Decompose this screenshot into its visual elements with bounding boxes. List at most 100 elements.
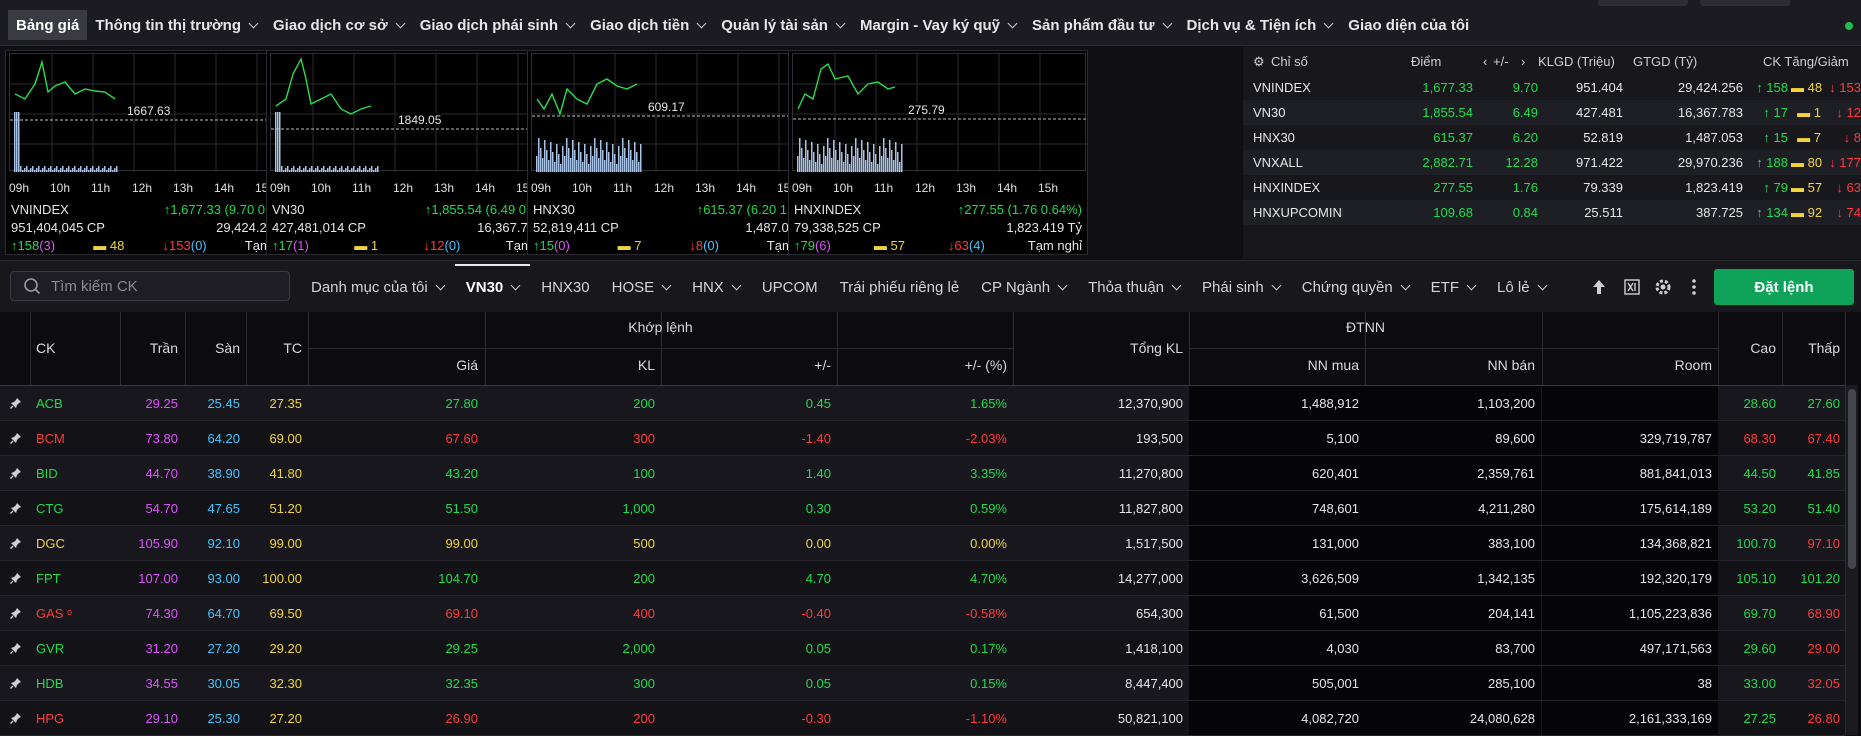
market-tab[interactable]: Trái phiếu riêng lẻ [829,261,971,313]
pin-icon[interactable] [10,572,22,584]
table-row[interactable]: HDB 34.55 30.05 32.30 32.35 300 0.05 0.15% 8,447… [0,666,1845,701]
index-panel[interactable]: 275.79 09h 10h 11h 12h 13h 14h 15h HNXINDEX ↑277.… [788,50,1088,255]
index-name[interactable]: VN30 [272,201,305,217]
index-row-2: 79,338,525 CP 1,823.419 Tỷ [794,219,1082,235]
market-tab[interactable]: Danh mục của tôi [300,261,455,313]
foreign-bg [1189,596,1365,630]
table-row[interactable]: BCM 73.80 64.20 69.00 67.60 300 -1.40 -2.03% 193… [0,421,1845,456]
volume-bar [369,168,371,172]
prev-arrow-icon[interactable]: ‹ [1483,54,1488,69]
ck-cell[interactable]: GVR [36,641,65,656]
scroll-top-icon[interactable] [1589,277,1609,297]
time-label: 14h [736,181,757,195]
market-tab[interactable]: ETF [1420,261,1486,313]
floor-count: (0) [703,237,719,253]
settings-icon[interactable]: ⚙ [1253,54,1265,69]
nav-item[interactable]: Sản phẩm đầu tư [1024,10,1179,40]
index-table-row[interactable]: VNXALL 2,882.71 12.28 971.422 29,970.236 ↑ 18… [1243,150,1861,175]
pin-icon[interactable] [10,432,22,444]
ck-cell[interactable]: DGC [36,536,65,551]
nav-item[interactable]: Giao dịch tiền [582,10,713,40]
volume-bar [895,142,897,172]
table-row[interactable]: GVR 31.20 27.20 29.20 29.25 2,000 0.05 0.17% 1,4… [0,631,1845,666]
gear-icon[interactable] [1653,277,1673,297]
pin-icon[interactable] [10,642,22,654]
ck-cell[interactable]: BID [36,466,58,481]
pin-icon[interactable] [10,712,22,724]
index-panel[interactable]: 1849.0509h10h11h12h13h14h15hVN30↑1,855.5… [266,50,566,255]
ck-cell[interactable]: FPT [36,571,61,586]
ck-cell[interactable]: ACB [36,396,63,411]
nn_sell-cell: 1,342,135 [1477,571,1535,586]
index-panel[interactable]: 1667.6309h10h11h12h13h14h15hVNINDEX↑1,67… [5,50,305,255]
index-table-row[interactable]: HNXUPCOMINDEX 109.68 0.84 25.511 387.725 ↑ 13… [1243,200,1861,225]
more-vertical-icon[interactable] [1684,277,1704,297]
table-row[interactable]: BID 44.70 38.90 41.80 43.20 100 1.40 3.35% 11,27… [0,456,1845,491]
account-box-2[interactable] [1700,0,1790,6]
table-row[interactable]: FPT 107.00 93.00 100.00 104.70 200 4.70 4.70% 14… [0,561,1845,596]
index-name[interactable]: VNINDEX [11,201,69,217]
advancers: ↑ 15 [1763,130,1788,145]
market-tab[interactable]: HOSE [601,261,682,313]
nav-item[interactable]: Quản lý tài sản [713,10,852,40]
nav-item[interactable]: Giao dịch cơ sở [265,10,412,40]
table-row[interactable]: GAS ᵒ 74.30 64.70 69.50 69.10 400 -0.40 -0.58% 6… [0,596,1845,631]
pin-icon[interactable] [10,607,22,619]
unchanged-bar-icon: ▬ [354,237,371,253]
header-divider [1189,348,1718,349]
advancers: ↑ 134 [1756,205,1788,220]
unchanged-count: 48 [109,237,125,253]
ck-cell[interactable]: HDB [36,676,64,691]
market-tab[interactable]: VN30 [454,261,531,313]
excel-export-icon[interactable] [1622,277,1642,297]
table-row[interactable]: HPG 29.10 25.30 27.20 26.90 200 -0.30 -1.10% 50,… [0,701,1845,736]
place-order-button[interactable]: Đặt lệnh [1714,269,1854,305]
scrollbar[interactable] [1846,385,1858,735]
index-table-row[interactable]: VNINDEX 1,677.33 9.70 951.404 29,424.256 ↑ 15… [1243,75,1861,100]
nav-item[interactable]: Bảng giá [8,10,88,40]
index-table-row[interactable]: VN30 1,855.54 6.49 427.481 16,367.783 ↑ 17 ▬ 1… [1243,100,1861,125]
table-row[interactable]: ACB 29.25 25.45 27.35 27.80 200 0.45 1.65% 12,37… [0,386,1845,421]
pin-icon[interactable] [10,677,22,689]
pin-icon[interactable] [10,537,22,549]
nav-item[interactable]: Thông tin thị trường [87,10,265,40]
ck-cell[interactable]: HPG [36,711,65,726]
nav-item[interactable]: Giao dịch phái sinh [412,10,582,40]
market-tab[interactable]: HNX30 [530,261,600,313]
market-tab[interactable]: CP Ngành [970,261,1077,313]
index-table-row[interactable]: HNX30 615.37 6.20 52.819 1,487.053 ↑ 15 ▬ 7 ↓ 8 [1243,125,1861,150]
index-name[interactable]: HNXINDEX [794,201,862,217]
scrollbar-thumb[interactable] [1848,389,1856,569]
account-box[interactable] [1598,0,1688,6]
market-tab[interactable]: Thỏa thuận [1077,261,1191,313]
market-tab[interactable]: Lô lẻ [1486,261,1557,313]
pin-icon[interactable] [10,397,22,409]
table-row[interactable]: DGC 105.90 92.10 99.00 99.00 500 0.00 0.00% 1,51… [0,526,1845,561]
index-panel[interactable]: 609.1709h10h11h12h13h14h15hHNX30↑615.37 … [527,50,827,255]
volume-bar [582,162,584,172]
nav-item[interactable]: Dịch vụ & Tiện ích [1179,10,1341,40]
next-arrow-icon[interactable]: › [1521,54,1526,69]
index-name[interactable]: HNX30 [533,201,575,217]
ck-cell[interactable]: CTG [36,501,64,516]
nav-item[interactable]: Giao diện của tôi [1340,10,1477,40]
index-row-1: HNXINDEX ↑277.55 (1.76 0.64%) [794,201,1082,217]
pin-icon[interactable] [10,502,22,514]
kl-cell: 200 [633,571,655,586]
ceil-cell: 74.30 [145,606,178,621]
search-input[interactable]: Tìm kiếm CK [10,271,290,301]
decliners: ↓ 12 [1836,105,1861,120]
ck-cell[interactable]: GAS ᵒ [36,606,72,621]
market-tab[interactable]: HNX [681,261,751,313]
ck-cell[interactable]: BCM [36,431,65,446]
market-tab[interactable]: UPCOM [751,261,829,313]
foreign-bg [1189,631,1365,665]
volume-bar [847,154,849,172]
nav-item[interactable]: Margin - Vay ký quỹ [852,10,1024,40]
reference-label: 1849.05 [398,113,442,127]
index-table-row[interactable]: HNXINDEX 277.55 1.76 79.339 1,823.419 ↑ 79 ▬ 5… [1243,175,1861,200]
pin-icon[interactable] [10,467,22,479]
market-tab[interactable]: Chứng quyền [1291,261,1420,313]
table-row[interactable]: CTG 54.70 47.65 51.20 51.50 1,000 0.30 0.59% 11,… [0,491,1845,526]
market-tab[interactable]: Phái sinh [1191,261,1291,313]
